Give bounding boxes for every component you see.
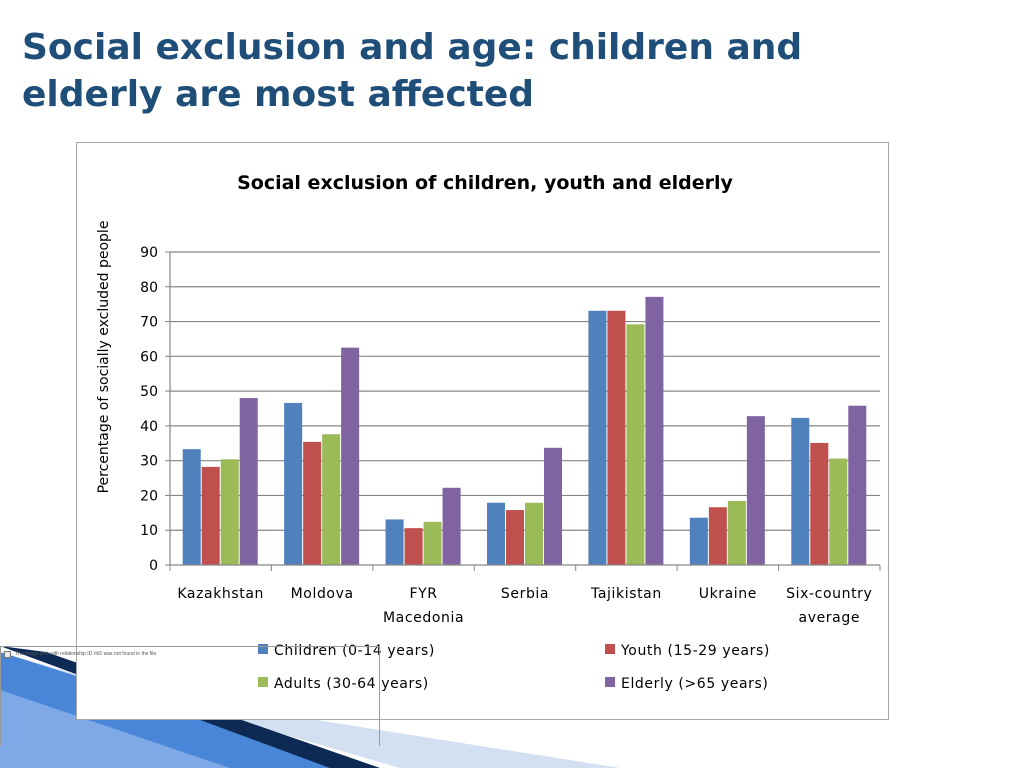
bar-children [588,310,607,565]
bar-children [385,519,404,565]
legend-swatch-youth [605,644,615,654]
bar-adults [727,501,746,565]
y-tick-label: 90 [140,245,158,261]
legend-label-elderly: Elderly (>65 years) [621,676,768,692]
bar-children [487,502,505,565]
bar-elderly [848,405,867,565]
bar-children [791,417,810,565]
slide-title: Social exclusion and age: children and e… [22,27,803,115]
legend-swatch-children [258,644,268,654]
y-tick-label: 0 [149,558,158,574]
bar-adults [525,502,543,565]
legend-swatch-elderly [605,677,615,687]
legend-swatch-adults [258,677,268,687]
bar-youth [810,442,829,565]
bar-children [689,517,708,565]
bar-youth [404,528,423,565]
deco-blue-highlight [0,690,230,768]
bar-elderly [239,398,258,565]
bar-youth [607,310,626,565]
bar-youth [708,507,727,565]
y-tick-label: 60 [140,349,158,365]
x-tick-label: Macedonia [383,610,464,626]
bar-adults [626,324,645,565]
bar-adults [322,434,341,565]
legend-label-children: Children (0-14 years) [274,643,435,659]
y-tick-label: 80 [140,280,158,296]
broken-image-icon [4,651,11,658]
x-tick-label: Serbia [501,586,549,602]
y-tick-label: 70 [140,315,158,331]
broken-image-message: The image part with relationship ID rId1… [15,651,158,657]
bar-adults [423,521,442,565]
bar-youth [201,466,220,565]
bar-youth [303,441,322,565]
x-tick-label: Ukraine [699,586,757,602]
bar-elderly [645,296,664,565]
y-tick-label: 40 [140,419,158,435]
x-tick-label: Moldova [291,586,354,602]
bar-youth [506,510,524,565]
bar-children [182,449,201,565]
x-tick-label: Kazakhstan [177,586,264,602]
bar-elderly [544,447,562,565]
legend-label-adults: Adults (30-64 years) [274,676,429,692]
legend-label-youth: Youth (15-29 years) [620,643,770,659]
chart-frame: Social exclusion of children, youth and … [76,142,889,720]
broken-image-placeholder: The image part with relationship ID rId1… [0,646,380,746]
axes: 0 10 20 30 40 50 60 70 80 90 Kazakhstan Moldova FYR M… [140,245,881,626]
x-tick-label: Tajikistan [590,586,662,602]
y-tick-label: 50 [140,384,158,400]
bar-chart: Social exclusion of children, youth and … [96,172,881,692]
x-tick-label: FYR [410,586,438,602]
bar-children [284,402,303,565]
bar-adults [829,458,848,565]
chart-title: Social exclusion of children, youth and … [237,172,733,194]
bar-elderly [341,347,360,565]
x-tick-label: Six-country [786,586,872,602]
legend: Children (0-14 years) Youth (15-29 years)… [258,643,770,692]
bar-elderly [746,416,765,565]
gridlines [170,251,880,531]
bar-elderly [442,487,461,565]
x-tick-label: average [799,610,861,626]
y-tick-label: 10 [140,523,158,539]
y-tick-label: 20 [140,488,158,504]
bar-adults [220,459,239,565]
y-axis-label: Percentage of socially excluded people [96,221,112,494]
bars [182,296,867,565]
y-tick-label: 30 [140,454,158,470]
